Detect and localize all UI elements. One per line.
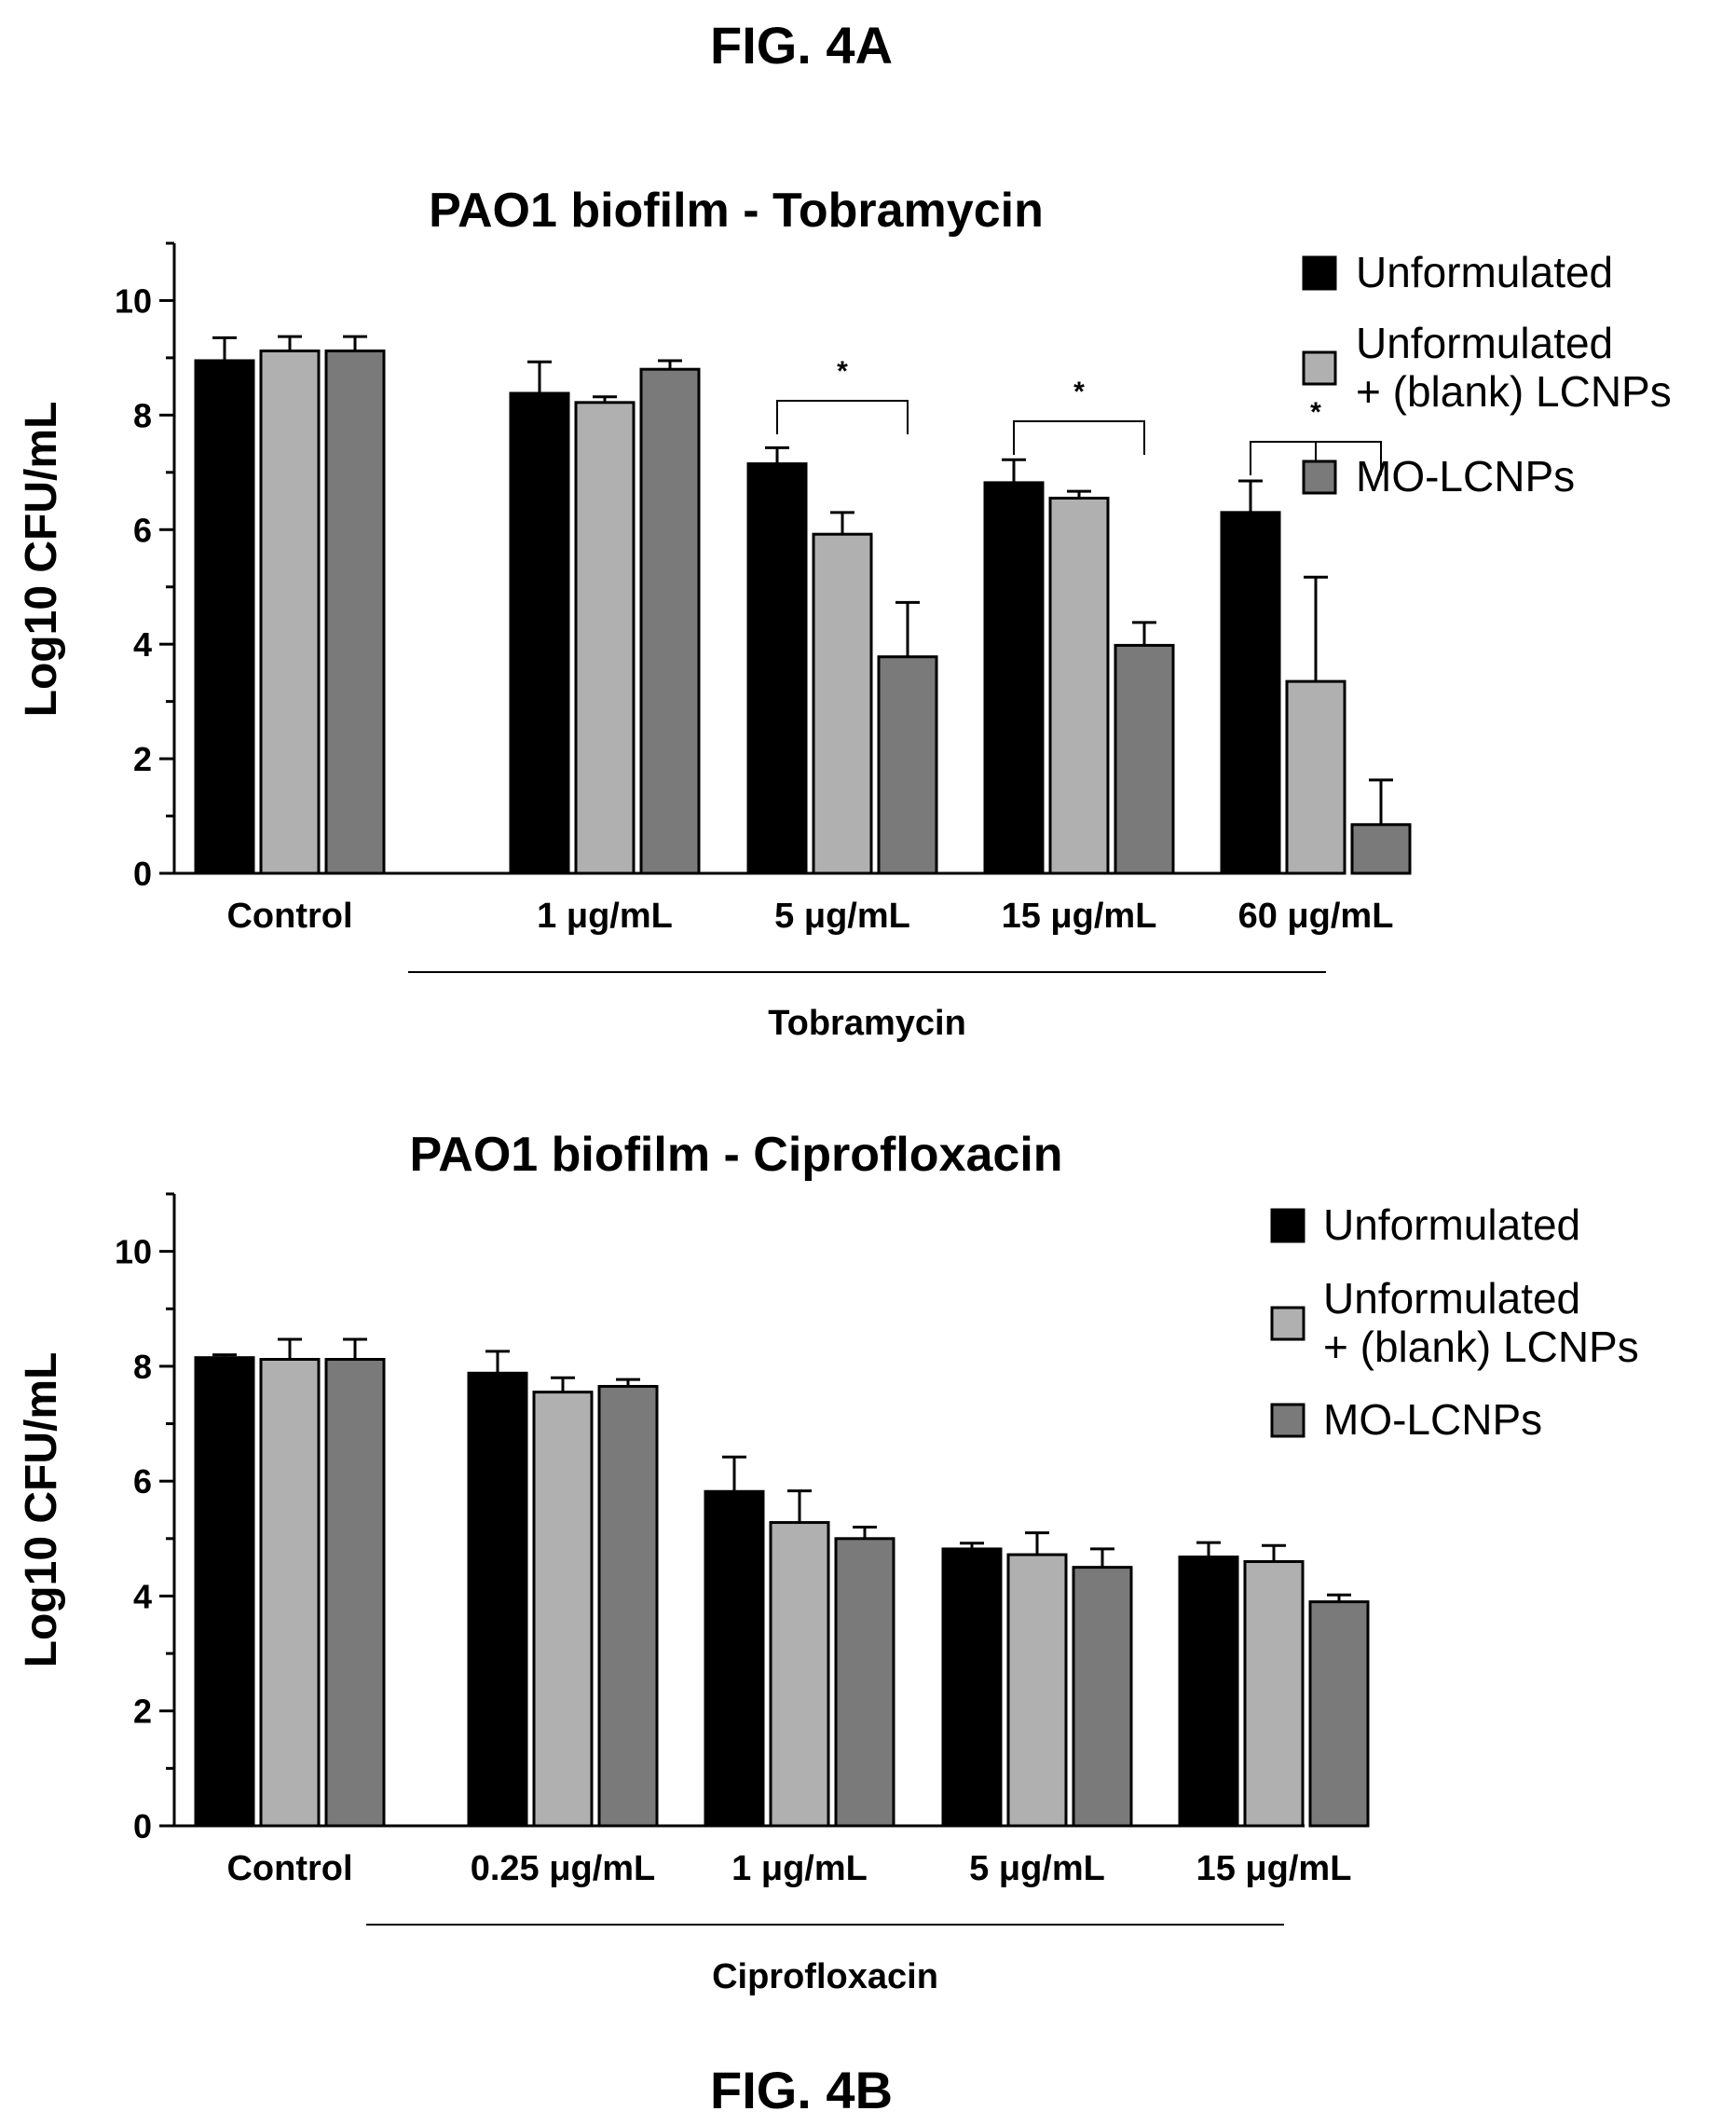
bar-control-unformulated [194, 359, 255, 875]
legend-label-mo-lcnps: MO-LCNPs [1323, 1395, 1542, 1444]
bar-1-g-ml-mo-lcnps [639, 367, 701, 875]
bar-1-g-ml-unformulated [509, 391, 570, 875]
x-axis-label: Ciprofloxacin [712, 1957, 938, 1996]
bar-15-g-ml-mo-lcnps [1308, 1600, 1370, 1828]
bar-control-mo-lcnps [324, 1358, 386, 1828]
y-tick-label: 2 [133, 1693, 152, 1731]
x-tick-label: 1 μg/mL [537, 897, 673, 936]
x-tick-label: 1 μg/mL [731, 1849, 868, 1888]
y-tick-label: 10 [115, 281, 152, 320]
legend-label-line: MO-LCNPs [1323, 1395, 1542, 1444]
legend-label-unformulated: Unformulated [1323, 1200, 1580, 1249]
bar-0-25-g-ml-mo-lcnps [597, 1384, 659, 1828]
y-tick-label: 8 [133, 1348, 152, 1386]
legend-swatch-mo-lcnps [1270, 1403, 1305, 1438]
chart-ciprofloxacin: PAO1 biofilm - Ciprofloxacin Log10 CFU/mL… [17, 1128, 1639, 1996]
bar-1-g-ml-unformulated [704, 1489, 765, 1828]
chart-title: PAO1 biofilm - Tobramycin [429, 184, 1044, 238]
x-axis-label: Tobramycin [768, 1004, 966, 1043]
figure-label-bottom: FIG. 4B [710, 2061, 893, 2119]
legend-label-line: Unformulated [1323, 1274, 1580, 1323]
x-tick-label: 5 μg/mL [774, 897, 910, 936]
legend-label-mo-lcnps: MO-LCNPs [1356, 452, 1575, 500]
legend-swatch-blank-lcnps [1302, 350, 1337, 386]
y-tick-label: 8 [133, 396, 152, 434]
bar-5-g-ml-mo-lcnps [877, 655, 938, 875]
legend-label-blank-lcnps: Unformulated + (blank) LCNPs [1356, 319, 1672, 416]
bar-15-g-ml-unformulated [1178, 1556, 1239, 1828]
chart-title: PAO1 biofilm - Ciprofloxacin [409, 1128, 1062, 1182]
x-tick-label: 5 μg/mL [969, 1849, 1105, 1888]
y-tick-label: 0 [133, 1807, 152, 1845]
bar-15-g-ml-mo-lcnps [1114, 643, 1175, 875]
bar-5-g-ml-blank-lcnps [812, 532, 873, 875]
significance-marker: * [837, 356, 848, 387]
y-axis-label: Log10 CFU/mL [17, 1352, 66, 1668]
bar-1-g-ml-blank-lcnps [574, 401, 636, 875]
legend-label-line: Unformulated [1323, 1200, 1580, 1249]
y-axis-label: Log10 CFU/mL [17, 402, 66, 718]
bar-15-g-ml-unformulated [983, 481, 1045, 875]
legend-label-line: Unformulated [1356, 319, 1613, 367]
bar-control-mo-lcnps [324, 350, 386, 875]
x-tick-label: Control [226, 897, 352, 936]
bar-control-blank-lcnps [259, 1358, 321, 1828]
y-tick-label: 10 [115, 1233, 152, 1271]
x-tick-label: 0.25 μg/mL [471, 1849, 656, 1888]
legend-swatch-unformulated [1302, 255, 1337, 291]
y-tick-label: 4 [133, 625, 152, 664]
legend-label-line: + (blank) LCNPs [1356, 367, 1672, 416]
significance-bracket [776, 400, 909, 434]
bar-control-unformulated [194, 1356, 255, 1828]
legend-swatch-mo-lcnps [1302, 459, 1337, 495]
legend-label-line: Unformulated [1356, 248, 1613, 296]
y-tick-label: 6 [133, 1462, 152, 1501]
legend-label-unformulated: Unformulated [1356, 248, 1613, 296]
significance-marker: * [1310, 397, 1321, 428]
bar-1-g-ml-mo-lcnps [834, 1537, 895, 1828]
y-tick-label: 0 [133, 855, 152, 893]
y-tick-label: 6 [133, 511, 152, 549]
y-tick-label: 4 [133, 1577, 152, 1615]
x-tick-label: Control [226, 1849, 352, 1888]
y-tick-label: 2 [133, 740, 152, 778]
bar-5-g-ml-unformulated [941, 1547, 1003, 1828]
bar-60-g-ml-blank-lcnps [1285, 679, 1346, 875]
bar-0-25-g-ml-unformulated [467, 1371, 528, 1828]
figure-label-top: FIG. 4A [710, 16, 893, 75]
bar-15-g-ml-blank-lcnps [1048, 496, 1110, 875]
bar-5-g-ml-mo-lcnps [1072, 1566, 1133, 1828]
legend-label-blank-lcnps: Unformulated + (blank) LCNPs [1323, 1274, 1639, 1371]
significance-bracket [1013, 420, 1145, 455]
bar-0-25-g-ml-blank-lcnps [532, 1391, 594, 1828]
legend-label-line: MO-LCNPs [1356, 452, 1575, 500]
bar-60-g-ml-mo-lcnps [1350, 823, 1412, 875]
bar-1-g-ml-blank-lcnps [769, 1521, 830, 1828]
bar-5-g-ml-unformulated [746, 462, 808, 875]
x-tick-label: 15 μg/mL [1002, 897, 1157, 936]
chart-tobramycin: PAO1 biofilm - Tobramycin Log10 CFU/mL 0 2 4… [17, 184, 1672, 1043]
bar-5-g-ml-blank-lcnps [1006, 1553, 1068, 1828]
x-tick-label: 60 μg/mL [1238, 897, 1394, 936]
bar-60-g-ml-unformulated [1220, 511, 1281, 875]
x-tick-label: 15 μg/mL [1196, 1849, 1352, 1888]
legend-label-line: + (blank) LCNPs [1323, 1323, 1639, 1371]
bar-control-blank-lcnps [259, 350, 321, 875]
legend-swatch-unformulated [1270, 1208, 1305, 1243]
significance-marker: * [1073, 377, 1085, 407]
legend-swatch-blank-lcnps [1270, 1306, 1305, 1341]
bar-15-g-ml-blank-lcnps [1243, 1559, 1305, 1828]
